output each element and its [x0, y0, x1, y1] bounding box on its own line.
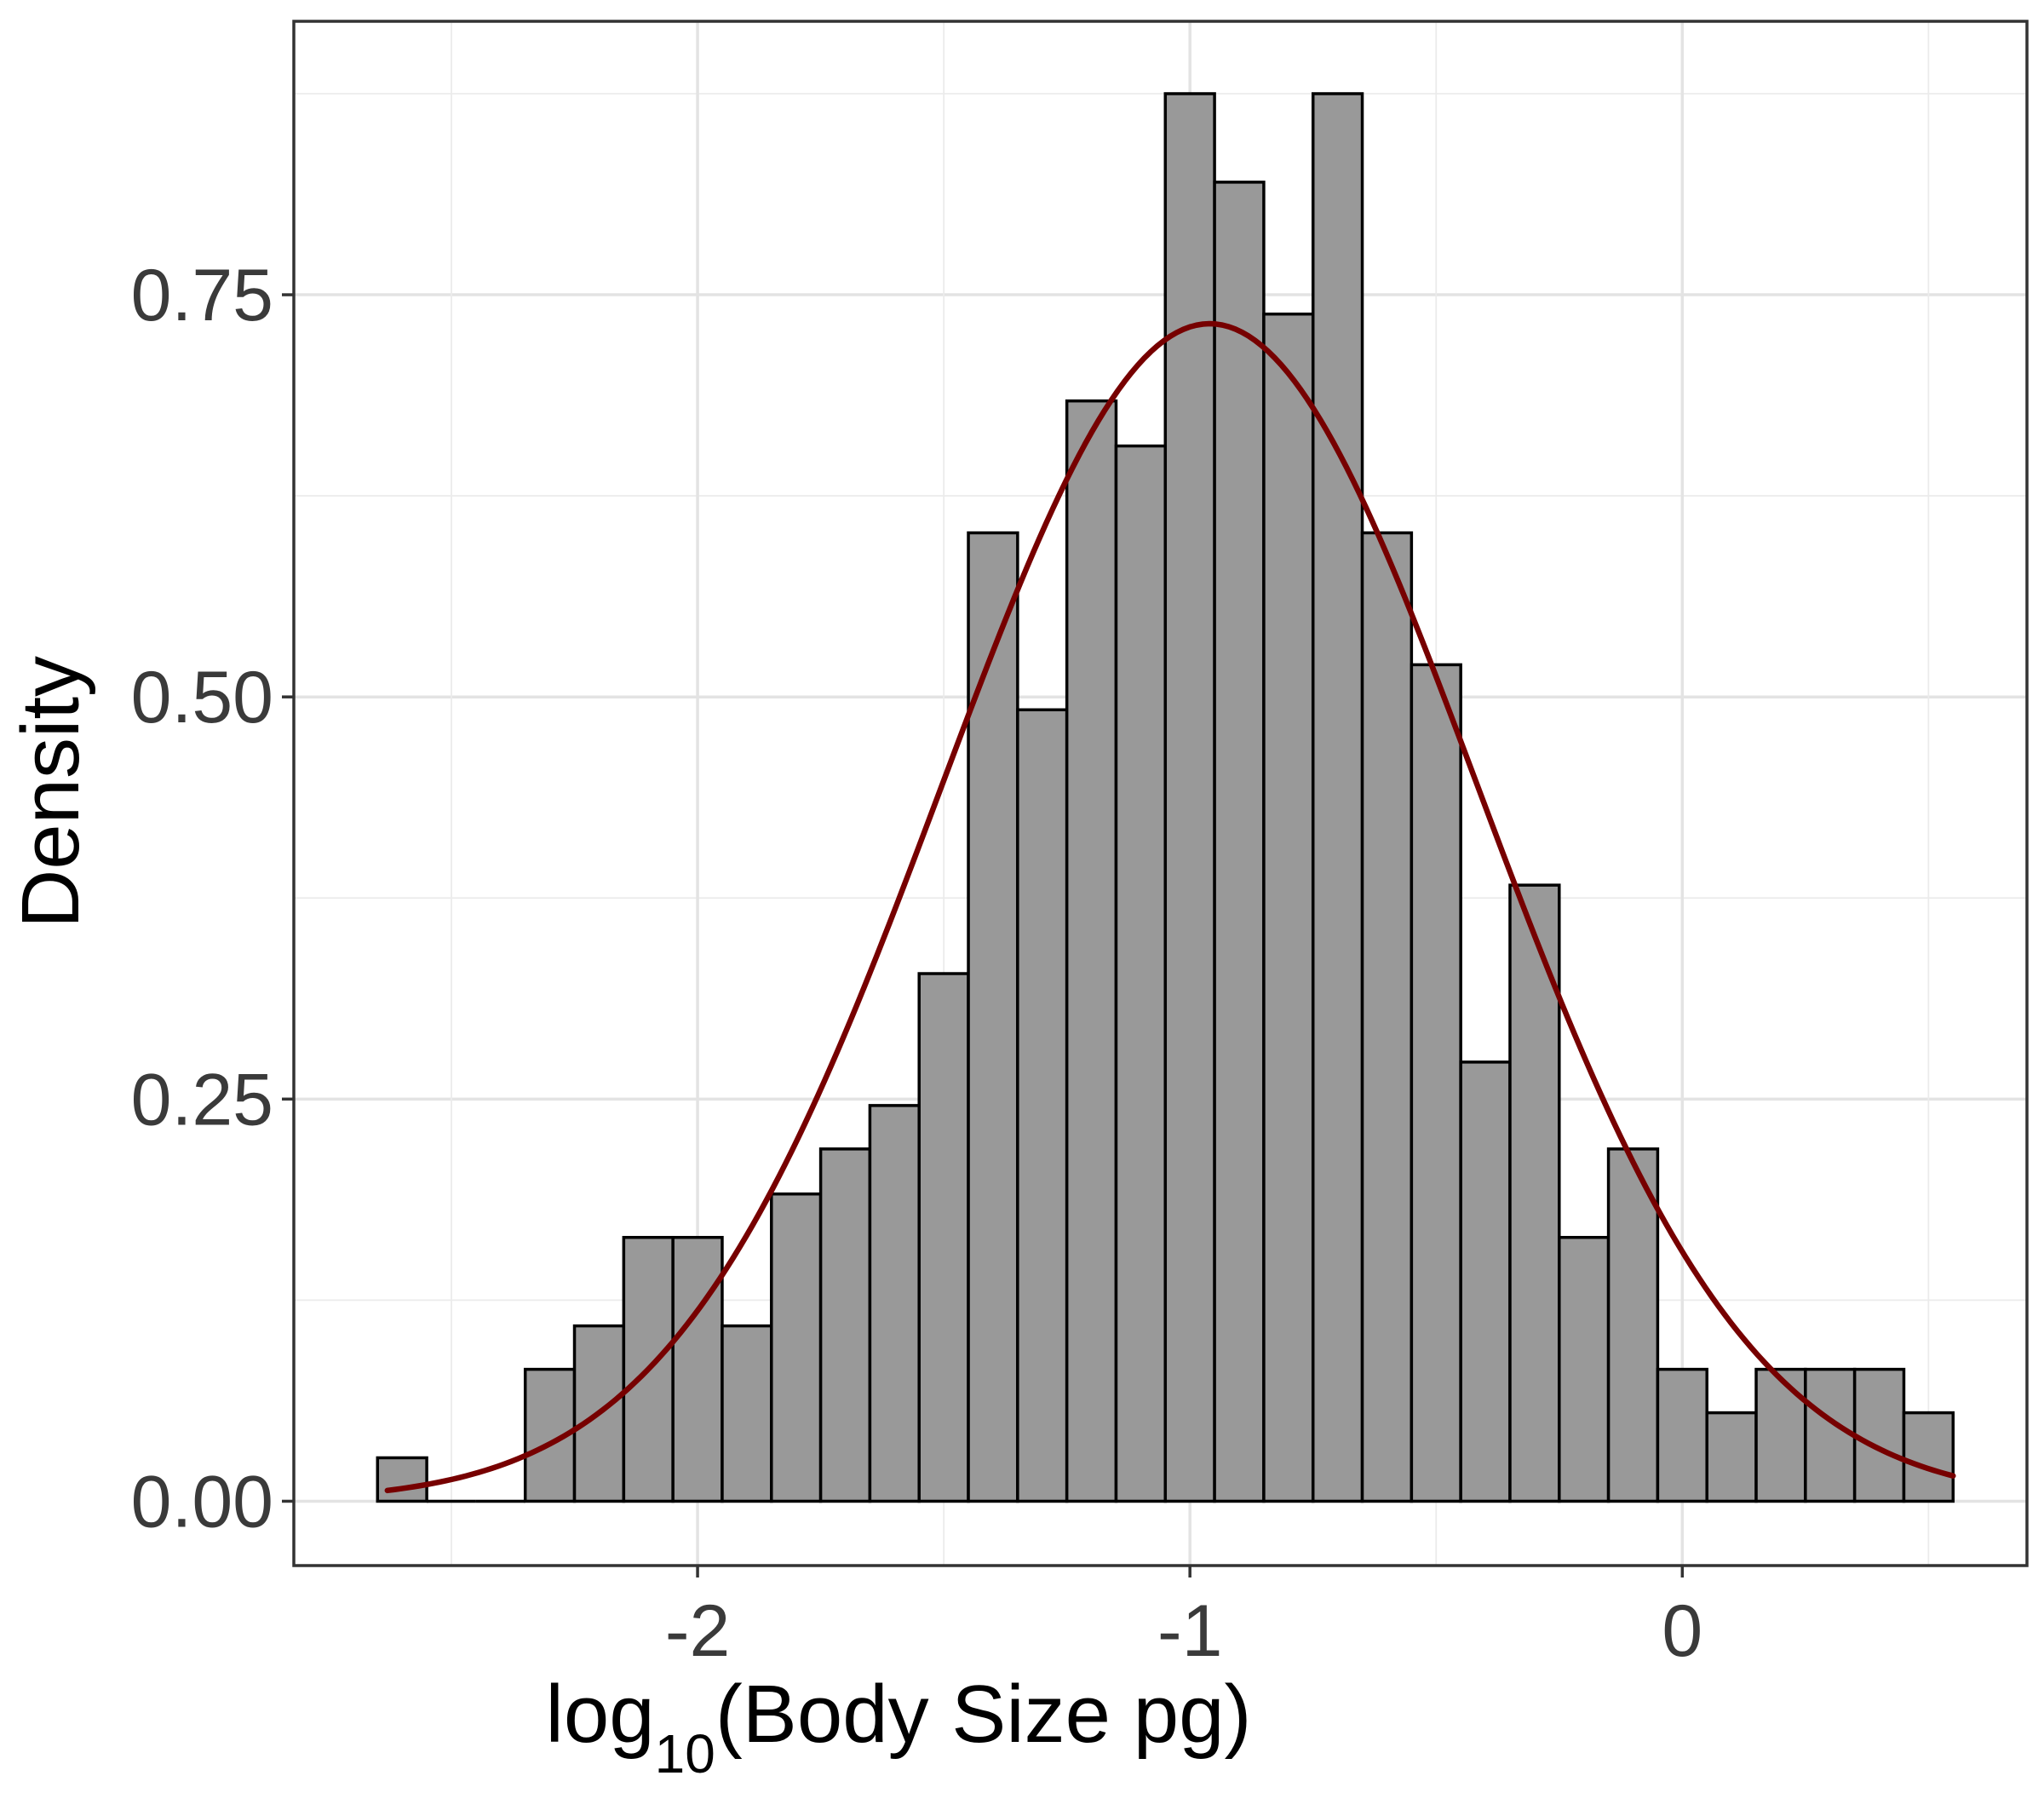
histogram-bar [1705, 1411, 1758, 1503]
histogram-bar [1902, 1411, 1955, 1503]
histogram-bar [1065, 399, 1118, 1503]
histogram-bar [1656, 1367, 1708, 1503]
histogram-bar [1114, 444, 1168, 1503]
x-axis-title: log10(Body Size pg) [546, 1669, 1252, 1784]
histogram-bar [1410, 663, 1462, 1503]
histogram-bar [721, 1324, 773, 1503]
x-axis-title-subscript: 10 [655, 1723, 715, 1784]
y-tick-label: 0.75 [131, 255, 273, 336]
histogram-bar [770, 1192, 823, 1503]
x-tick-label: -1 [1157, 1590, 1222, 1672]
histogram-bar [818, 1147, 872, 1503]
y-tick-label: 0.50 [131, 657, 273, 738]
histogram-bar [1606, 1147, 1660, 1503]
histogram-bar [1163, 92, 1216, 1503]
histogram-bar [1262, 312, 1315, 1503]
histogram-bar [376, 1456, 428, 1503]
histogram-bar [1459, 1060, 1512, 1503]
histogram-bar [1213, 181, 1266, 1503]
x-axis-title-suffix: (Body Size pg) [715, 1669, 1252, 1760]
x-tick-label: -2 [665, 1590, 730, 1672]
y-tick-label: 0.25 [131, 1059, 273, 1141]
normal-fit-curve [384, 320, 1956, 1494]
x-axis: -2 -1 0 [665, 1566, 1702, 1672]
x-axis-title-prefix: log [546, 1669, 655, 1760]
histogram-bar [868, 1104, 921, 1503]
histogram-bar [917, 972, 970, 1503]
histogram-bar [1804, 1367, 1857, 1503]
histogram-bar [1852, 1367, 1906, 1503]
y-axis-title: Density [5, 656, 96, 928]
y-tick-label: 0.00 [131, 1461, 273, 1543]
histogram-bar [1016, 708, 1069, 1503]
histogram-bar [1311, 92, 1364, 1503]
plot-border [292, 20, 2029, 1567]
histogram-bar [967, 531, 1019, 1503]
histogram-bars [376, 92, 1955, 1503]
x-tick-label: 0 [1662, 1590, 1702, 1672]
histogram-bar [1360, 531, 1414, 1503]
histogram-bar [1754, 1367, 1807, 1503]
histogram-bar [671, 1235, 724, 1503]
y-axis: 0.00 0.25 0.50 0.75 [131, 255, 294, 1543]
histogram-bar [1508, 883, 1561, 1503]
histogram-bar [1558, 1235, 1611, 1503]
